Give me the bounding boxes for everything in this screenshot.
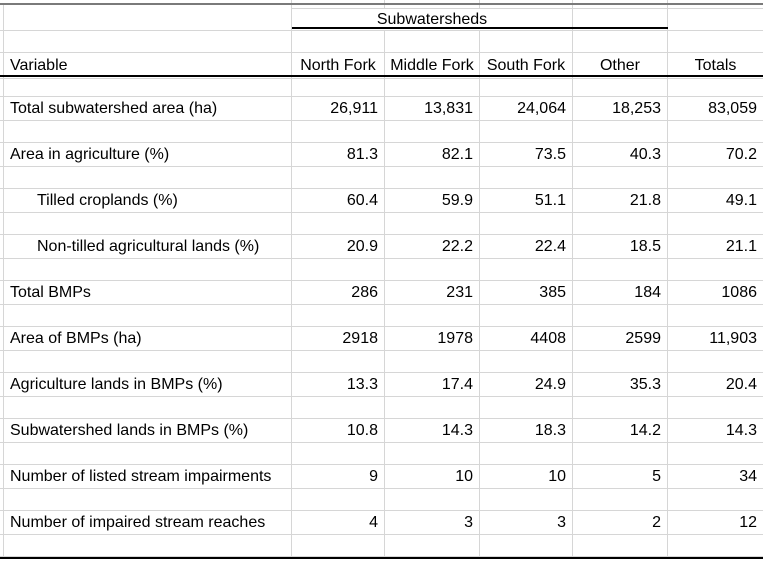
table-row-total-bmps: Total BMPs 286 231 385 184 1086 [0, 281, 763, 305]
cell-value: 81.3 [292, 143, 385, 166]
column-header-other: Other [573, 53, 668, 78]
spacer-row [0, 351, 763, 373]
cell-value: 1086 [721, 283, 757, 301]
spacer-row [0, 121, 763, 143]
cell-value: 286 [292, 281, 385, 304]
cell-value: 17.4 [385, 373, 480, 396]
cell-value: 40.3 [573, 143, 668, 166]
cell-value: 59.9 [385, 189, 480, 212]
spacer-row [0, 213, 763, 235]
row-label: Total subwatershed area (ha) [0, 97, 292, 120]
left-gridline [3, 4, 4, 557]
cell-value: 35.3 [573, 373, 668, 396]
cell-value: 83,059 [708, 99, 757, 117]
cell-value: 385 [480, 281, 573, 304]
table-row-total-subwatershed-area: Total subwatershed area (ha) 26,911 13,8… [0, 97, 763, 121]
column-header-middle-fork: Middle Fork [385, 53, 480, 78]
cell-value: 49.1 [725, 191, 757, 209]
cell-value: 14.3 [385, 419, 480, 442]
cell-value: 73.5 [480, 143, 573, 166]
spacer-row [0, 489, 763, 511]
row-label: Tilled croplands (%) [0, 189, 292, 212]
cell-value: 2918 [292, 327, 385, 350]
cell-value: 34 [739, 467, 757, 485]
cell-value: 4408 [480, 327, 573, 350]
spacer-row [0, 305, 763, 327]
row-label: Non-tilled agricultural lands (%) [0, 235, 292, 258]
spacer-row [0, 31, 763, 53]
top-rule [0, 3, 763, 5]
cell-value: 18.5 [573, 235, 668, 258]
cell-value: 18,253 [573, 97, 668, 120]
spacer-row [0, 535, 763, 557]
bottom-rule [0, 557, 763, 559]
cell-value: 231 [385, 281, 480, 304]
spacer-row [0, 397, 763, 419]
table-row-tilled-croplands: Tilled croplands (%) 60.4 59.9 51.1 21.8… [0, 189, 763, 213]
row-label: Subwatershed lands in BMPs (%) [0, 419, 292, 442]
cell-value: 10 [385, 465, 480, 488]
cell-value: 3 [385, 511, 480, 534]
cell-value: 2 [573, 511, 668, 534]
header-underline [0, 75, 763, 77]
cell-value: 5 [573, 465, 668, 488]
table-row-subwatershed-lands-in-bmps: Subwatershed lands in BMPs (%) 10.8 14.3… [0, 419, 763, 443]
cell-value: 13,831 [385, 97, 480, 120]
spacer-row [0, 79, 763, 97]
cell-value: 11,903 [709, 329, 757, 347]
row-label: Number of impaired stream reaches [0, 511, 292, 534]
cell-value: 20.9 [292, 235, 385, 258]
cell-value: 9 [292, 465, 385, 488]
cell-value: 22.2 [385, 235, 480, 258]
column-header-totals: Totals [694, 56, 737, 74]
cell-value: 26,911 [292, 97, 385, 120]
cell-value: 60.4 [292, 189, 385, 212]
cell-value: 12 [739, 513, 757, 531]
spacer-row [0, 443, 763, 465]
cell-value: 10 [480, 465, 573, 488]
cell-value: 24.9 [480, 373, 573, 396]
cell-value: 70.2 [725, 145, 757, 163]
group-header-row: Subwatersheds [0, 9, 763, 31]
cell-value: 18.3 [480, 419, 573, 442]
row-label: Agriculture lands in BMPs (%) [0, 373, 292, 396]
cell-value: 184 [573, 281, 668, 304]
subwatersheds-underline [292, 27, 668, 29]
column-header-north-fork: North Fork [292, 53, 385, 78]
table-row-agriculture-lands-in-bmps: Agriculture lands in BMPs (%) 13.3 17.4 … [0, 373, 763, 397]
cell-value: 10.8 [292, 419, 385, 442]
cell-value: 22.4 [480, 235, 573, 258]
row-label: Number of listed stream impairments [0, 465, 292, 488]
cell-value: 24,064 [480, 97, 573, 120]
table-row-area-of-bmps: Area of BMPs (ha) 2918 1978 4408 2599 11… [0, 327, 763, 351]
row-label: Area in agriculture (%) [0, 143, 292, 166]
table-row-non-tilled-agricultural-lands: Non-tilled agricultural lands (%) 20.9 2… [0, 235, 763, 259]
cell-value: 20.4 [725, 375, 757, 393]
cell-value: 21.1 [725, 237, 757, 255]
column-header-south-fork: South Fork [480, 53, 573, 78]
cell-value: 1978 [385, 327, 480, 350]
column-header-variable: Variable [0, 53, 292, 78]
cell-value: 14.3 [725, 421, 757, 439]
table-row-area-in-agriculture: Area in agriculture (%) 81.3 82.1 73.5 4… [0, 143, 763, 167]
cell-value: 2599 [573, 327, 668, 350]
row-label: Total BMPs [0, 281, 292, 304]
spacer-row [0, 259, 763, 281]
cell-value: 3 [480, 511, 573, 534]
row-label: Area of BMPs (ha) [0, 327, 292, 350]
cell-value: 51.1 [480, 189, 573, 212]
table-row-listed-stream-impairments: Number of listed stream impairments 9 10… [0, 465, 763, 489]
spacer-row [0, 167, 763, 189]
cell-value: 82.1 [385, 143, 480, 166]
cell-value: 21.8 [573, 189, 668, 212]
cell-value: 4 [292, 511, 385, 534]
group-header: Subwatersheds [292, 9, 573, 30]
cell-value: 13.3 [292, 373, 385, 396]
cell-value: 14.2 [573, 419, 668, 442]
column-header-row: Variable North Fork Middle Fork South Fo… [0, 53, 763, 79]
table-row-impaired-stream-reaches: Number of impaired stream reaches 4 3 3 … [0, 511, 763, 535]
